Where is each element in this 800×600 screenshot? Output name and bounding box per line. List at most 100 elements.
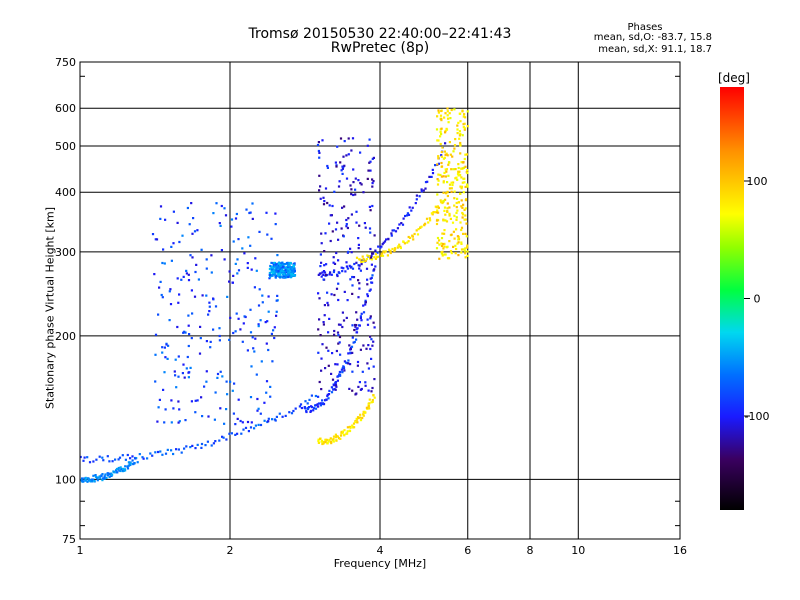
data-point (360, 263, 363, 266)
data-point (299, 403, 303, 406)
data-point (246, 349, 249, 352)
data-point (161, 296, 164, 299)
data-point (446, 110, 449, 113)
data-point (99, 477, 102, 480)
data-point (444, 153, 447, 156)
data-point (236, 417, 239, 420)
data-point (265, 342, 268, 345)
data-point (267, 295, 270, 298)
data-point (333, 333, 336, 336)
data-point (319, 197, 322, 200)
data-point (146, 457, 149, 460)
data-point (270, 237, 273, 240)
data-point (465, 246, 469, 249)
data-point (261, 301, 264, 304)
data-point (465, 222, 468, 225)
data-point (271, 274, 274, 277)
data-point (329, 437, 332, 440)
data-point (437, 155, 440, 158)
data-point (322, 196, 325, 199)
data-point (381, 243, 384, 246)
data-point (199, 337, 202, 340)
data-point (466, 254, 469, 257)
data-point (359, 315, 362, 318)
data-point (220, 249, 223, 252)
data-point (129, 462, 132, 465)
chart-title: Tromsø 20150530 22:40:00–22:41:43 (248, 26, 512, 42)
data-point (117, 458, 120, 461)
data-point (464, 256, 467, 259)
grid-lines (80, 62, 680, 539)
data-point (273, 271, 276, 274)
data-point (448, 212, 451, 215)
data-point (339, 353, 342, 356)
data-point (86, 480, 89, 483)
data-point (371, 182, 374, 185)
data-point (320, 242, 323, 245)
data-point (338, 373, 341, 376)
data-point (308, 398, 311, 401)
data-point (323, 314, 326, 317)
data-point (452, 245, 455, 248)
data-point (445, 168, 448, 171)
data-point (371, 344, 374, 347)
data-point (466, 171, 469, 175)
data-point (214, 440, 217, 443)
data-point (191, 312, 194, 315)
data-point (368, 402, 371, 405)
data-point (460, 248, 464, 251)
data-point (460, 241, 463, 244)
data-point (351, 137, 355, 140)
data-point (460, 226, 464, 229)
data-point (267, 348, 270, 352)
data-point (349, 184, 352, 187)
data-point (450, 187, 453, 190)
data-point (194, 399, 197, 402)
data-point (400, 222, 403, 225)
data-point (83, 477, 86, 480)
data-point (440, 155, 443, 158)
data-point (245, 208, 248, 211)
data-point (458, 174, 461, 177)
data-point (367, 169, 370, 172)
data-point (274, 276, 277, 279)
data-point (464, 252, 467, 255)
data-point (289, 267, 292, 270)
data-point (293, 270, 296, 273)
data-point (333, 190, 336, 193)
data-point (357, 417, 360, 420)
data-point (237, 238, 240, 241)
data-point (336, 331, 340, 334)
data-point (444, 219, 447, 222)
data-point (272, 265, 275, 268)
data-point (169, 288, 172, 291)
data-point (263, 401, 266, 404)
data-point (322, 203, 326, 206)
data-point (157, 313, 160, 316)
data-point (402, 240, 405, 243)
data-point (440, 109, 443, 113)
data-point (273, 326, 276, 329)
chart-subtitle: RwPretec (8p) (330, 40, 430, 56)
data-point (317, 438, 320, 441)
data-point (278, 412, 281, 415)
data-point (159, 280, 162, 283)
data-point (214, 391, 217, 394)
data-point (439, 199, 442, 202)
data-point (335, 251, 338, 255)
data-point (273, 261, 276, 264)
data-point (172, 452, 175, 456)
data-point (151, 233, 155, 236)
data-point (444, 129, 447, 133)
data-point (327, 364, 330, 367)
data-point (361, 255, 364, 258)
data-point (456, 235, 459, 238)
data-point (87, 477, 90, 480)
colorbar-ticks: 100 0 -100 (744, 175, 769, 423)
data-point (373, 396, 376, 399)
data-point (466, 183, 469, 186)
data-point (455, 218, 458, 221)
data-point (205, 267, 208, 270)
data-point (230, 225, 233, 228)
data-point (256, 397, 259, 401)
